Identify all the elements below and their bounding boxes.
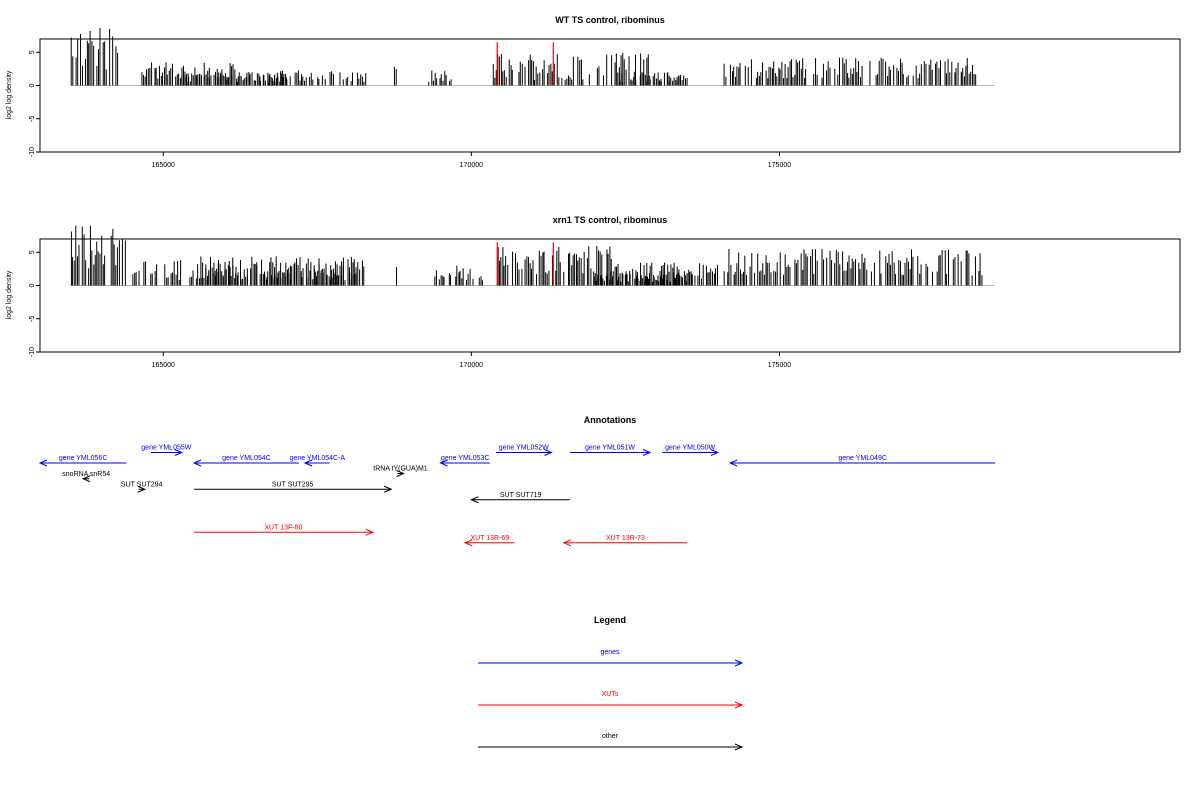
annotation-feature: snoRNA snR54: [62, 471, 110, 483]
annotation-label: SUT SUT295: [272, 481, 314, 488]
annotation-label: tRNA tY(GUA)M1: [373, 466, 428, 473]
annotation-arrowhead: [38, 459, 48, 467]
xrn1-bars: [70, 225, 996, 287]
legend-item: genes: [478, 649, 744, 667]
wt-panel-title: WT TS control, ribominus: [555, 15, 665, 25]
annotation-arrowhead: [303, 459, 313, 467]
annotation-feature: gene YML054C: [192, 455, 299, 467]
legend-item: other: [478, 733, 744, 751]
wt-panel: WT TS control, ribominus log2 log densit…: [6, 15, 1181, 169]
legend-arrowhead: [734, 659, 744, 667]
legend-items: genes XUTs other: [478, 649, 744, 751]
annotation-label: SUT SUT719: [500, 492, 542, 499]
wt-x-ticks: 165000 170000 175000: [152, 152, 791, 169]
wt-plot-frame: [39, 38, 1181, 153]
annotation-feature: SUT SUT294: [121, 481, 163, 493]
xrn1-y-tick-label: -5: [29, 316, 36, 322]
annotation-feature: gene YML049C: [728, 455, 996, 467]
annotation-label: XUT 13R-73: [606, 535, 645, 542]
annotation-feature: gene YML055W: [141, 445, 192, 456]
xrn1-y-tick-label: 0: [29, 283, 36, 287]
xrn1-plot-frame: [39, 238, 1181, 353]
annotation-label: gene YML054C-A: [290, 455, 346, 462]
annotation-arrowhead: [137, 485, 147, 493]
annotation-arrowhead: [396, 470, 405, 477]
annotation-feature: gene YML052W: [496, 445, 553, 456]
wt-y-axis-label: log2 log density: [6, 70, 13, 119]
annotation-label: XUT 13R-69: [470, 535, 509, 542]
xrn1-x-tick-label: 170000: [460, 362, 483, 369]
xrn1-panel: xrn1 TS control, ribominus log2 log dens…: [6, 215, 1181, 369]
annotation-feature: gene YML053C: [439, 455, 490, 467]
legend-arrowhead: [734, 701, 744, 709]
xrn1-x-ticks: 165000 170000 175000: [152, 352, 791, 369]
annotation-label: gene YML050W: [665, 445, 715, 452]
annotation-arrowhead: [710, 449, 720, 456]
wt-y-tick-label: 5: [29, 50, 36, 54]
annotation-label: SUT SUT294: [121, 481, 163, 488]
legend-item: XUTs: [478, 691, 744, 709]
xrn1-x-tick-label: 165000: [152, 362, 175, 369]
annotation-label: XUT 13F-80: [264, 524, 302, 531]
annotation-arrowhead: [192, 459, 202, 467]
annotation-feature: tRNA tY(GUA)M1: [373, 466, 428, 477]
wt-y-tick-label: -10: [29, 147, 36, 157]
annotation-feature: gene YML056C: [38, 455, 127, 467]
annotation-label: gene YML049C: [838, 455, 887, 462]
legend-title: Legend: [594, 615, 626, 625]
annotation-arrowhead: [470, 496, 479, 504]
annotation-arrowhead: [544, 449, 553, 456]
legend-label: other: [602, 733, 619, 740]
annotation-arrowhead: [562, 539, 571, 547]
annotation-arrowhead: [174, 449, 183, 456]
wt-y-tick-label: -5: [29, 116, 36, 122]
annotation-features: gene YML056C gene YML055W gene YML054C gene…: [38, 445, 996, 547]
xrn1-x-tick-label: 175000: [768, 362, 791, 369]
annotation-arrowhead: [384, 485, 393, 493]
xrn1-y-axis-label: log2 log density: [6, 270, 13, 319]
annotation-arrowhead: [365, 528, 375, 536]
legend-panel: Legend genes XUTs other: [478, 615, 744, 751]
annotation-label: snoRNA snR54: [62, 471, 110, 478]
annotation-feature: XUT 13F-80: [194, 524, 375, 536]
wt-x-tick-label: 165000: [152, 162, 175, 169]
wt-y-tick-label: 0: [29, 83, 36, 87]
xrn1-y-tick-label: 5: [29, 250, 36, 254]
annotation-arrowhead: [463, 539, 473, 547]
annotation-label: gene YML053C: [441, 455, 490, 462]
annotation-arrowhead: [642, 449, 652, 456]
annotation-label: gene YML052W: [499, 445, 549, 452]
wt-y-ticks: -10 -5 0 5: [29, 50, 40, 157]
annotation-feature: gene YML054C-A: [290, 455, 346, 467]
legend-arrowhead: [734, 743, 744, 751]
annotations-title: Annotations: [584, 415, 637, 425]
xrn1-y-ticks: -10 -5 0 5: [29, 250, 40, 357]
annotation-feature: gene YML051W: [569, 445, 652, 456]
annotation-feature: XUT 13R-69: [463, 535, 515, 547]
annotation-feature: SUT SUT719: [470, 492, 570, 504]
legend-label: XUTs: [602, 691, 619, 698]
wt-bars: [70, 27, 996, 87]
annotation-label: gene YML055W: [141, 445, 191, 452]
annotation-arrowhead: [81, 475, 91, 483]
xrn1-panel-title: xrn1 TS control, ribominus: [553, 215, 668, 225]
legend-label: genes: [600, 649, 620, 656]
xrn1-y-tick-label: -10: [29, 347, 36, 357]
wt-x-tick-label: 175000: [768, 162, 791, 169]
annotation-arrowhead: [728, 459, 738, 467]
annotation-feature: XUT 13R-73: [562, 535, 688, 547]
annotation-feature: gene YML050W: [662, 445, 720, 456]
annotation-label: gene YML056C: [59, 455, 108, 462]
annotation-feature: SUT SUT295: [194, 481, 393, 493]
annotation-arrowhead: [439, 459, 448, 467]
wt-x-tick-label: 170000: [460, 162, 483, 169]
annotation-label: gene YML054C: [222, 455, 271, 462]
annotation-label: gene YML051W: [585, 445, 635, 452]
